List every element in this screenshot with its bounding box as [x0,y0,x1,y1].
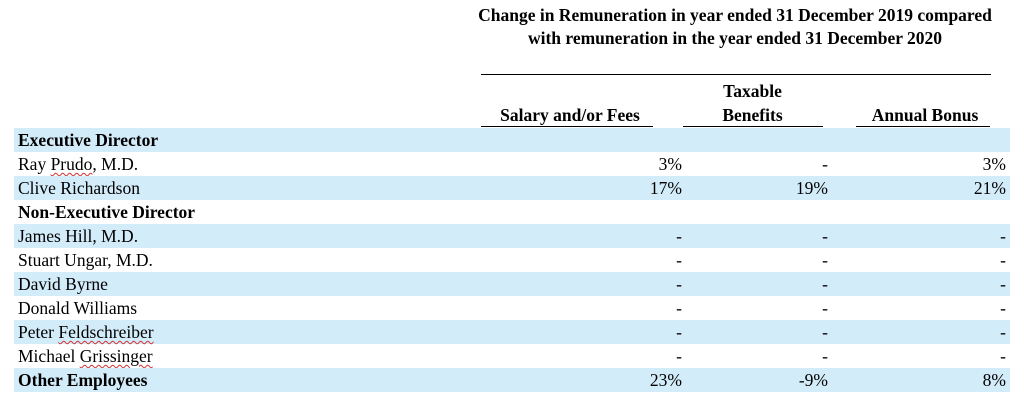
benefits-cell: - [822,226,828,246]
bonus-cell: - [1000,322,1006,342]
salary-cell: 17% [649,178,682,198]
column-header-bonus-rule [856,126,990,127]
bonus-cell: - [1000,226,1006,246]
bonus-cell: 3% [982,154,1006,174]
salary-cell: - [676,226,682,246]
bonus-cell: - [1000,346,1006,366]
benefits-cell: - [822,250,828,270]
benefits-cell: - [822,346,828,366]
section-row-executive-director: Executive Director [14,128,1010,152]
table-row: Clive Richardson 17% 19% 21% [14,176,1010,200]
benefits-cell: - [822,298,828,318]
benefits-cell: - [822,274,828,294]
group-header-rule [481,74,991,75]
table-row: Michael Grissinger - - - [14,344,1010,368]
column-header-benefits-rule [683,126,823,127]
table-row: Stuart Ungar, M.D. - - - [14,248,1010,272]
column-header-bonus: Annual Bonus [871,105,979,125]
column-header-salary: Salary and/or Fees [500,105,640,125]
row-name: Ray Prudo, M.D. [18,154,139,174]
bonus-cell: - [1000,298,1006,318]
benefits-cell: - [822,154,828,174]
table-row: Donald Williams - - - [14,296,1010,320]
row-name: Clive Richardson [18,178,140,198]
column-header-benefits-line2: Benefits [722,105,783,125]
benefits-cell: - [822,322,828,342]
salary-cell: - [676,346,682,366]
table-row-other-employees: Other Employees 23% -9% 8% [14,368,1010,392]
table-row: Peter Feldschreiber - - - [14,320,1010,344]
row-name: David Byrne [18,274,108,294]
row-name: Peter Feldschreiber [18,322,154,342]
row-name: Other Employees [18,370,148,390]
salary-cell: - [676,274,682,294]
section-row-non-executive-director: Non-Executive Director [14,200,1010,224]
row-name: Michael Grissinger [18,346,153,366]
benefits-cell: -9% [798,370,828,390]
table-row: Ray Prudo, M.D. 3% - 3% [14,152,1010,176]
benefits-cell: 19% [795,178,828,198]
column-header-benefits-line1: Taxable [723,81,782,101]
row-name: James Hill, M.D. [18,226,139,246]
column-header-salary-rule [481,126,653,127]
row-name: Donald Williams [18,298,138,318]
table-row: David Byrne - - - [14,272,1010,296]
bonus-cell: 21% [973,178,1006,198]
salary-cell: - [676,250,682,270]
table-row: James Hill, M.D. - - - [14,224,1010,248]
bonus-cell: - [1000,274,1006,294]
section-label: Non-Executive Director [18,202,196,222]
section-label: Executive Director [18,130,159,150]
salary-cell: 23% [649,370,682,390]
salary-cell: 3% [658,154,682,174]
bonus-cell: 8% [982,370,1006,390]
salary-cell: - [676,322,682,342]
row-name: Stuart Ungar, M.D. [18,250,153,270]
group-header: Change in Remuneration in year ended 31 … [478,5,992,48]
salary-cell: - [676,298,682,318]
bonus-cell: - [1000,250,1006,270]
